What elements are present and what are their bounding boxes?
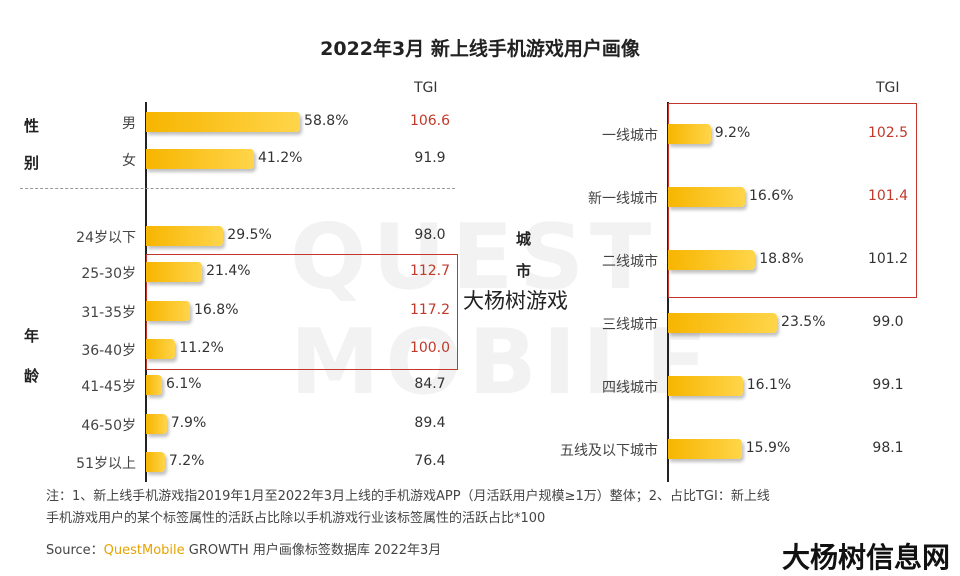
category-label: 46-50岁 (81, 418, 136, 434)
category-label: 二线城市 (602, 254, 658, 270)
bar (668, 439, 742, 459)
category-label: 男 (122, 116, 136, 132)
overlay-text: 大杨树游戏 (463, 289, 568, 313)
watermark: QUEST MOBILE (290, 205, 713, 415)
bar (146, 226, 224, 246)
tgi-value: 101.2 (867, 251, 909, 267)
tgi-value: 106.6 (409, 113, 451, 129)
note-line-1: 注：1、新上线手机游戏指2019年1月至2022年3月上线的手机游戏APP（月活… (46, 489, 770, 504)
chart-title: 2022年3月 新上线手机游戏用户画像 (320, 38, 640, 60)
value-label: 41.2% (257, 150, 303, 166)
bar (668, 187, 746, 207)
tgi-value: 84.7 (414, 376, 446, 392)
note-line-2: 手机游戏用户的某个标签属性的活跃占比除以手机游戏行业该标签属性的活跃占比*100 (46, 511, 546, 526)
value-label: 16.6% (749, 188, 794, 204)
category-label: 五线及以下城市 (560, 443, 658, 459)
tgi-value: 89.4 (414, 415, 446, 431)
bar (146, 112, 301, 132)
value-label: 6.1% (165, 376, 202, 392)
value-label: 7.9% (170, 415, 207, 431)
bar (668, 250, 756, 270)
value-label: 15.9% (745, 440, 791, 456)
value-label: 9.2% (714, 125, 751, 141)
group-label: 城 (516, 230, 532, 248)
category-label: 24岁以下 (76, 230, 136, 246)
bar (146, 375, 162, 395)
bar (146, 262, 203, 282)
value-label: 16.8% (194, 302, 239, 318)
tgi-value: 112.7 (409, 263, 451, 279)
group-label: 市 (516, 262, 532, 280)
tgi-value: 117.2 (409, 302, 451, 318)
tgi-value: 99.0 (872, 314, 904, 330)
value-label: 29.5% (227, 227, 272, 243)
group-label: 年 (24, 327, 40, 345)
corner-logo: 大杨树信息网 (781, 541, 950, 574)
group-label: 别 (24, 154, 40, 172)
value-label: 18.8% (759, 251, 804, 267)
tgi-value: 98.1 (872, 440, 904, 456)
bar (146, 149, 254, 169)
group-divider (20, 188, 455, 189)
tgi-value: 91.9 (414, 150, 446, 166)
value-label: 16.1% (746, 377, 792, 393)
left-axis (145, 102, 147, 482)
value-label: 21.4% (206, 263, 251, 279)
category-label: 新一线城市 (588, 191, 658, 207)
bar (146, 301, 191, 321)
tgi-value: 99.1 (872, 377, 904, 393)
category-label: 51岁以上 (76, 456, 136, 472)
tgi-value: 98.0 (414, 227, 446, 243)
tgi-header-right: TGI (876, 80, 900, 96)
value-label: 7.2% (168, 453, 205, 469)
bar (668, 313, 778, 333)
category-label: 36-40岁 (81, 343, 136, 359)
category-label: 四线城市 (602, 380, 658, 396)
tgi-value: 76.4 (414, 453, 446, 469)
source-brand: QuestMobile (103, 543, 185, 558)
tgi-value: 101.4 (867, 188, 909, 204)
tgi-value: 102.5 (867, 125, 909, 141)
category-label: 女 (122, 153, 136, 169)
tgi-value: 100.0 (409, 340, 451, 356)
category-label: 一线城市 (602, 128, 658, 144)
category-label: 31-35岁 (81, 305, 136, 321)
category-label: 25-30岁 (81, 266, 136, 282)
value-label: 11.2% (179, 340, 224, 356)
group-label: 龄 (24, 367, 40, 385)
tgi-header-left: TGI (414, 80, 438, 96)
source-prefix: Source： (46, 543, 104, 558)
source: Source：QuestMobile GROWTH 用户画像标签数据库 2022… (46, 540, 926, 562)
category-label: 三线城市 (602, 317, 658, 333)
category-label: 41-45岁 (81, 379, 136, 395)
source-rest: GROWTH 用户画像标签数据库 2022年3月 (184, 543, 442, 558)
value-label: 23.5% (781, 314, 826, 330)
bar (668, 124, 711, 144)
group-label: 性 (24, 117, 40, 135)
bar (146, 339, 176, 359)
right-axis (667, 102, 669, 482)
bar (668, 376, 743, 396)
value-label: 58.8% (304, 113, 349, 129)
bar (146, 414, 167, 434)
bar (146, 452, 165, 472)
